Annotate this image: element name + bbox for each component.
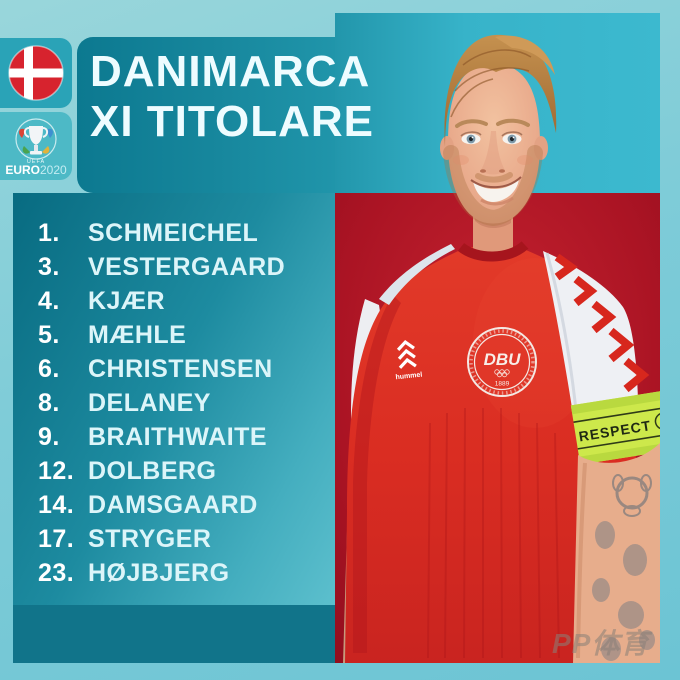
player-number: 23. — [38, 558, 75, 587]
right-nostril — [499, 169, 505, 173]
page-title: DANIMARCA XI TITOLARE — [90, 47, 374, 147]
lineup-row: 1. SCHMEICHEL — [38, 216, 328, 250]
nose — [481, 131, 505, 175]
player-number: 12. — [38, 456, 75, 485]
left-eyebrow — [455, 119, 488, 128]
cheek-left — [453, 155, 469, 165]
lineup-row: 17. STRYGER — [38, 522, 328, 556]
euro2020-logo-tile: UEFA EURO2020 — [0, 112, 72, 180]
cheek-right — [517, 155, 533, 165]
player-name: DOLBERG — [88, 456, 217, 485]
right-eyebrow — [496, 118, 530, 127]
denmark-flag-tile — [0, 38, 72, 108]
player-number: 6. — [38, 354, 60, 383]
lineup-row: 23. HØJBJERG — [38, 556, 328, 590]
player-number: 14. — [38, 490, 75, 519]
player-name: HØJBJERG — [88, 558, 230, 587]
denmark-flag-icon — [8, 45, 64, 101]
beard — [443, 145, 543, 227]
lineup-row: 14. DAMSGAARD — [38, 488, 328, 522]
sleeve-chevrons — [554, 253, 650, 393]
lineup-row: 12. DOLBERG — [38, 454, 328, 488]
lineup-panel — [13, 193, 335, 663]
player-number: 3. — [38, 252, 60, 281]
player-name: CHRISTENSEN — [88, 354, 273, 383]
eyes — [460, 131, 523, 145]
lineup-row: 9. BRAITHWAITE — [38, 420, 328, 454]
title-line-1: DANIMARCA — [90, 47, 371, 96]
player-name: STRYGER — [88, 524, 212, 553]
jersey-shadow — [353, 295, 401, 653]
teeth — [473, 179, 519, 202]
hair — [444, 34, 557, 147]
title-line-2: XI TITOLARE — [90, 97, 374, 146]
jersey-texture — [427, 407, 560, 659]
left-ear — [440, 136, 454, 160]
player-name: KJÆR — [88, 286, 166, 315]
right-arm-tattoos — [576, 462, 655, 661]
uefa-respect-icon — [654, 412, 660, 430]
hair-strands — [450, 49, 532, 118]
lineup-row: 6. CHRISTENSEN — [38, 352, 328, 386]
raglan-seam-stripe — [379, 244, 455, 305]
uefa-label: UEFA — [27, 159, 45, 165]
dbu-initials: DBU — [484, 350, 522, 369]
dbu-year: 1889 — [495, 381, 510, 388]
player-name: MÆHLE — [88, 320, 187, 349]
right-ear — [534, 136, 548, 160]
right-forearm — [573, 443, 660, 663]
lineup-row: 3. VESTERGAARD — [38, 250, 328, 284]
player-number: 1. — [38, 218, 60, 247]
player-number: 5. — [38, 320, 60, 349]
player-number: 9. — [38, 422, 60, 451]
collar — [457, 241, 529, 262]
player-number: 17. — [38, 524, 75, 553]
euro2020-logo: UEFA EURO2020 — [5, 118, 67, 177]
hair-sweep — [495, 35, 555, 75]
pptv-watermark: PP体育 — [552, 628, 650, 659]
player-name: DELANEY — [88, 388, 211, 417]
player-illustration: RESPECT — [335, 13, 660, 663]
lineup-row: 4. KJÆR — [38, 284, 328, 318]
right-sleeve — [543, 251, 638, 427]
player-number: 4. — [38, 286, 60, 315]
lineup-list: 1. SCHMEICHEL 3. VESTERGAARD 4. KJÆR 5. … — [38, 216, 328, 590]
player-name: BRAITHWAITE — [88, 422, 268, 451]
sleeve-seam — [545, 252, 579, 420]
player-photo: RESPECT — [335, 13, 660, 663]
dbu-crest: DBU 1889 — [467, 327, 537, 397]
lineup-row: 5. MÆHLE — [38, 318, 328, 352]
upper-lip — [470, 176, 522, 189]
trophy-icon — [19, 126, 53, 155]
hummel-logo: hummel — [395, 339, 423, 382]
hummel-label: hummel — [395, 372, 422, 382]
mustache — [475, 172, 513, 183]
player-name: SCHMEICHEL — [88, 218, 259, 247]
euro2020-label: EURO2020 — [5, 163, 67, 177]
lineup-panel-footer — [13, 605, 335, 663]
lower-lip — [480, 196, 514, 206]
player-name: DAMSGAARD — [88, 490, 258, 519]
player-name: VESTERGAARD — [88, 252, 286, 281]
lineup-row: 8. DELANEY — [38, 386, 328, 420]
player-number: 8. — [38, 388, 60, 417]
title-band — [77, 37, 335, 193]
left-nostril — [480, 169, 486, 173]
captain-armband: RESPECT — [570, 389, 660, 465]
